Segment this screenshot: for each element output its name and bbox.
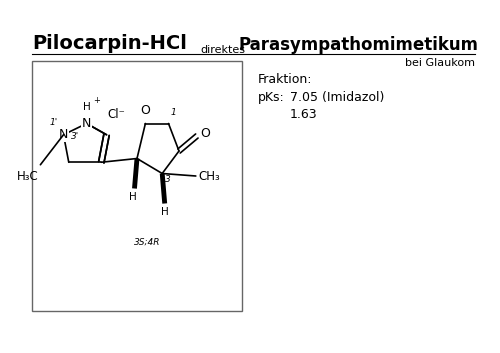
Text: CH₃: CH₃ bbox=[198, 169, 220, 183]
Bar bbox=[32, 61, 242, 311]
Text: H: H bbox=[82, 102, 90, 112]
Text: H: H bbox=[162, 207, 169, 217]
Text: direktes: direktes bbox=[200, 45, 245, 55]
Text: H: H bbox=[130, 192, 137, 202]
Text: 3: 3 bbox=[166, 175, 171, 184]
Text: Pilocarpin-HCl: Pilocarpin-HCl bbox=[32, 34, 187, 53]
Text: 1: 1 bbox=[170, 108, 176, 117]
Text: 3': 3' bbox=[71, 132, 79, 141]
Text: N: N bbox=[59, 128, 68, 141]
Text: Fraktion:: Fraktion: bbox=[258, 73, 312, 86]
Text: Parasympathomimetikum: Parasympathomimetikum bbox=[238, 36, 478, 54]
Text: Cl⁻: Cl⁻ bbox=[108, 108, 126, 121]
Text: pKs:: pKs: bbox=[258, 91, 285, 104]
Text: 1.63: 1.63 bbox=[290, 108, 318, 121]
Text: 1': 1' bbox=[50, 118, 58, 127]
Text: bei Glaukom: bei Glaukom bbox=[405, 58, 475, 68]
Text: 3S;4R: 3S;4R bbox=[134, 237, 161, 246]
Text: +: + bbox=[93, 96, 100, 106]
Text: N: N bbox=[82, 117, 92, 130]
Text: O: O bbox=[140, 104, 150, 117]
Text: 7.05 (Imidazol): 7.05 (Imidazol) bbox=[290, 91, 384, 104]
Text: H₃C: H₃C bbox=[16, 170, 38, 183]
Text: O: O bbox=[200, 127, 210, 140]
